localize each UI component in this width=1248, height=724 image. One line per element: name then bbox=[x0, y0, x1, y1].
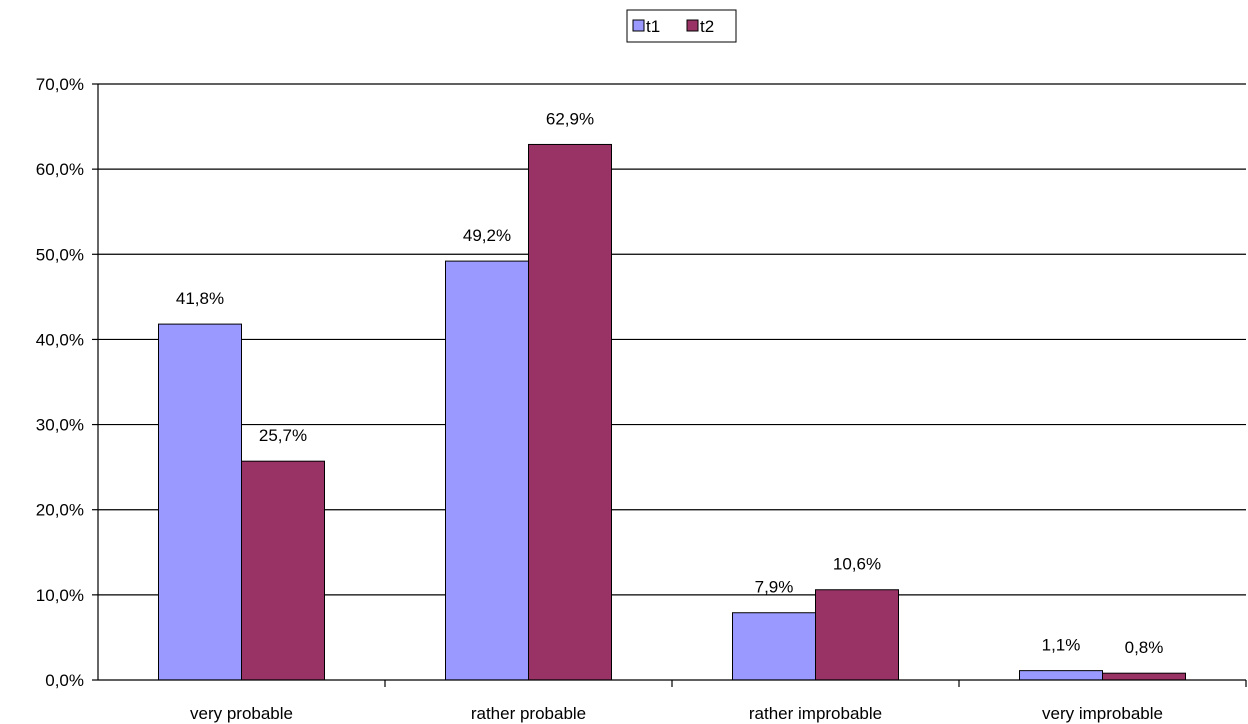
y-tick-label: 30,0% bbox=[36, 416, 84, 435]
x-axis: very probable rather probable rather impro… bbox=[97, 84, 1247, 723]
x-category-label: very improbable bbox=[1042, 704, 1163, 723]
data-label-t2-3: 0,8% bbox=[1125, 638, 1164, 657]
bar-t1-3 bbox=[1019, 670, 1103, 681]
y-tick-label: 0,0% bbox=[45, 671, 84, 690]
legend-box bbox=[626, 9, 737, 43]
bar-t1-1 bbox=[445, 260, 529, 681]
bar-t2-3 bbox=[1102, 672, 1186, 681]
data-label-t1-0: 41,8% bbox=[176, 289, 224, 308]
data-labels: 41,8% 25,7% 49,2% 62,9% 7,9% 10,6% 1,1% 0,8% bbox=[176, 109, 1163, 657]
x-category-label: rather probable bbox=[471, 704, 586, 723]
y-tick-label: 10,0% bbox=[36, 586, 84, 605]
data-label-t2-2: 10,6% bbox=[833, 555, 881, 574]
x-category-label: rather improbable bbox=[749, 704, 882, 723]
bar-t2-2 bbox=[815, 589, 899, 681]
y-tick-label: 20,0% bbox=[36, 501, 84, 520]
y-tick-label: 60,0% bbox=[36, 160, 84, 179]
legend-swatch-t1 bbox=[632, 19, 645, 32]
data-label-t1-1: 49,2% bbox=[463, 226, 511, 245]
data-label-t1-2: 7,9% bbox=[755, 578, 794, 597]
bar-t1-2 bbox=[732, 612, 816, 681]
y-tick-label: 70,0% bbox=[36, 75, 84, 94]
legend-swatch-t2 bbox=[686, 19, 699, 32]
data-label-t1-3: 1,1% bbox=[1042, 636, 1081, 655]
y-axis-ticks: 0,0% 10,0% 20,0% 30,0% 40,0% 50,0% 60,0% 70,0% bbox=[36, 75, 98, 690]
y-tick-label: 50,0% bbox=[36, 245, 84, 264]
data-label-t2-0: 25,7% bbox=[259, 426, 307, 445]
bars bbox=[158, 143, 1186, 681]
bar-t1-0 bbox=[158, 323, 242, 681]
legend-label-t1: t1 bbox=[646, 17, 660, 36]
legend-label-t2: t2 bbox=[700, 17, 714, 36]
data-label-t2-1: 62,9% bbox=[546, 109, 594, 128]
bar-t2-0 bbox=[241, 460, 325, 681]
bar-t2-1 bbox=[528, 143, 612, 681]
y-tick-label: 40,0% bbox=[36, 330, 84, 349]
legend: t1 t2 bbox=[626, 9, 737, 43]
x-category-label: very probable bbox=[190, 704, 293, 723]
